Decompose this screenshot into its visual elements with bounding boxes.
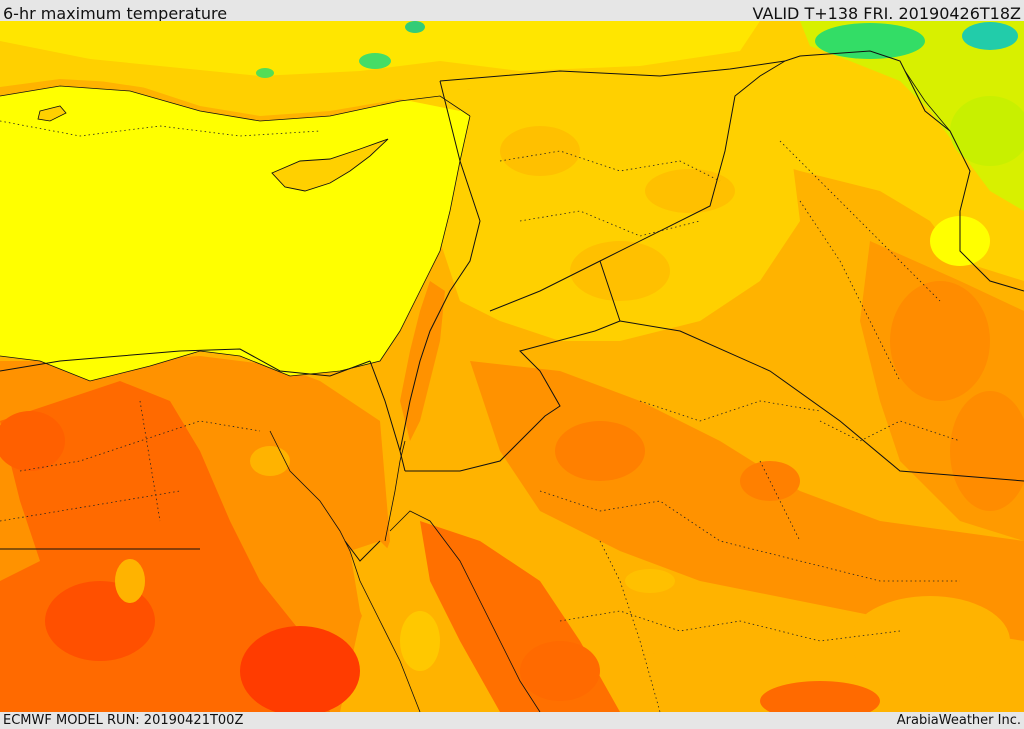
province-boundaries (0, 120, 961, 712)
model-run: ECMWF MODEL RUN: 20190421T00Z (3, 713, 244, 728)
jordan-valley (400, 281, 445, 441)
arabia-hot-patch-4 (760, 681, 880, 712)
iraq-hot-patch-1 (890, 281, 990, 401)
arabia-warm-patch-1 (630, 601, 770, 661)
syria-hot-patch-2 (645, 169, 735, 213)
arabia-hot-patch-2 (740, 461, 800, 501)
cool-patch-4 (405, 21, 425, 33)
valid-time: VALID T+138 FRI. 20190426T18Z (752, 4, 1021, 23)
egypt-mild-patch-1 (250, 446, 290, 476)
footer-bar: ECMWF MODEL RUN: 20190421T00Z ArabiaWeat… (0, 712, 1024, 729)
map-title: 6-hr maximum temperature (3, 4, 228, 23)
syria-hot-patch-1 (500, 126, 580, 176)
libya-hot-patch (0, 411, 65, 471)
caucasus-mild-zone (800, 21, 1024, 211)
nile-extreme-patch (240, 626, 360, 712)
red-sea-patch-1 (400, 611, 440, 671)
header-bar: 6-hr maximum temperature VALID T+138 FRI… (0, 0, 1024, 23)
cool-patch-5 (256, 68, 274, 78)
country-borders (0, 50, 1024, 562)
credit-label: ArabiaWeather Inc. (896, 713, 1021, 728)
turkey-coast-strip (0, 41, 470, 116)
cool-patch-1 (815, 23, 925, 59)
arabia-warm-patch-3 (625, 569, 675, 593)
north-mild-zone (0, 21, 760, 76)
crete-island (37, 105, 67, 122)
arabia-warm-patch-2 (850, 596, 1010, 686)
arabia-hot-patch-3 (520, 641, 600, 701)
egypt-mild-patch-2 (115, 559, 145, 603)
cool-patch-3 (359, 53, 391, 69)
cool-patch-2 (962, 22, 1018, 50)
arabia-hot-patch-1 (555, 421, 645, 481)
coastlines (0, 70, 951, 712)
syria-hot-patch-3 (570, 241, 670, 301)
iraq-hot-patch-2 (950, 391, 1024, 511)
cyprus-island (271, 138, 389, 192)
mild-patch-1 (950, 96, 1024, 166)
temperature-map (0, 21, 1024, 712)
